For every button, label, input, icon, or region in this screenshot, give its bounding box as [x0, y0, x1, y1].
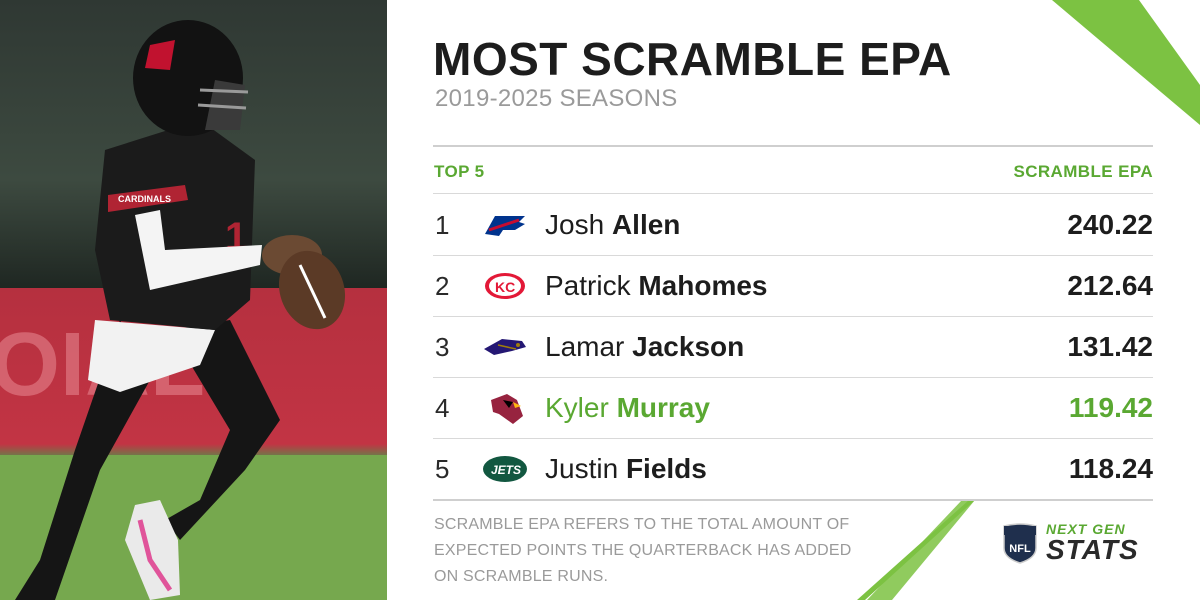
header-divider — [433, 145, 1153, 147]
svg-text:KC: KC — [495, 279, 515, 295]
row-divider — [433, 193, 1153, 194]
scramble-epa-value: 240.22 — [1067, 209, 1153, 240]
jets-logo-icon: JETS — [465, 449, 545, 489]
scramble-epa-value: 212.64 — [1067, 270, 1153, 301]
scramble-epa-value: 131.42 — [1067, 331, 1153, 362]
row-divider — [433, 316, 1153, 317]
player-name: Patrick Mahomes — [545, 270, 1067, 302]
nfl-shield-text: NFL — [1009, 543, 1031, 555]
page-title: MOST SCRAMBLE EPA — [433, 33, 952, 85]
table-row: 2 KC Patrick Mahomes 212.64 — [433, 256, 1153, 316]
ravens-logo-icon — [465, 327, 545, 367]
cardinals-logo-icon — [465, 388, 545, 428]
chiefs-logo-icon: KC — [465, 266, 545, 306]
row-divider — [433, 255, 1153, 256]
last-name: Murray — [616, 392, 710, 423]
row-divider — [433, 377, 1153, 378]
table-bottom-divider — [433, 499, 1153, 501]
first-name: Kyler — [545, 392, 609, 423]
svg-text:CARDINALS: CARDINALS — [118, 194, 171, 204]
table-row: 1 Josh Allen 240.22 — [433, 195, 1153, 255]
last-name: Fields — [625, 453, 707, 484]
rank-number: 4 — [435, 392, 450, 423]
rank-number: 3 — [435, 331, 450, 362]
column-header-rank: TOP 5 — [434, 162, 485, 181]
table-row-highlighted: 4 Kyler Murray 119.42 — [433, 378, 1153, 438]
last-name: Mahomes — [638, 270, 768, 301]
last-name: Jackson — [632, 331, 745, 362]
ngs-bottom-label: STATS — [1046, 534, 1139, 565]
player-photo: OIAL CARDINALS 1 — [0, 0, 387, 600]
row-divider — [433, 438, 1153, 439]
svg-text:JETS: JETS — [491, 463, 521, 477]
player-name: Kyler Murray — [545, 392, 1069, 424]
rank-number: 1 — [435, 209, 450, 240]
table-row: 5 JETS Justin Fields 118.24 — [433, 439, 1153, 499]
table-row: 3 Lamar Jackson 131.42 — [433, 317, 1153, 377]
page-subtitle: 2019-2025 SEASONS — [435, 85, 678, 112]
column-header-value: SCRAMBLE EPA — [1013, 162, 1153, 181]
first-name: Patrick — [545, 270, 631, 301]
bills-logo-icon — [465, 205, 545, 245]
footnote: SCRAMBLE EPA REFERS TO THE TOTAL AMOUNT … — [434, 516, 852, 585]
rank-number: 5 — [435, 453, 450, 484]
player-name: Lamar Jackson — [545, 331, 1067, 363]
first-name: Lamar — [545, 331, 625, 362]
scramble-epa-value: 119.42 — [1068, 392, 1153, 423]
first-name: Justin — [545, 453, 619, 484]
ngs-top-label: NEXT GEN — [1046, 521, 1126, 537]
scramble-epa-value: 118.24 — [1068, 453, 1153, 484]
nfl-shield-icon: NFL — [1003, 523, 1037, 564]
next-gen-stats-branding: NFL NEXT GEN STATS — [1002, 522, 1139, 564]
last-name: Allen — [611, 209, 681, 240]
stats-panel: MOST SCRAMBLE EPA 2019-2025 SEASONS TOP … — [387, 0, 1200, 600]
decorative-stripes — [857, 0, 1200, 600]
first-name: Josh — [545, 209, 605, 240]
player-name: Justin Fields — [545, 453, 1069, 485]
player-name: Josh Allen — [545, 209, 1067, 241]
rank-number: 2 — [435, 270, 450, 301]
quarterback-illustration: OIAL CARDINALS 1 — [0, 20, 387, 600]
